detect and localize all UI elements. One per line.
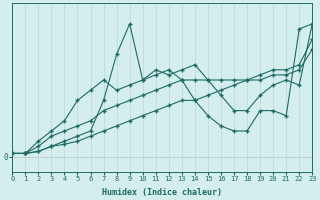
- X-axis label: Humidex (Indice chaleur): Humidex (Indice chaleur): [102, 188, 222, 197]
